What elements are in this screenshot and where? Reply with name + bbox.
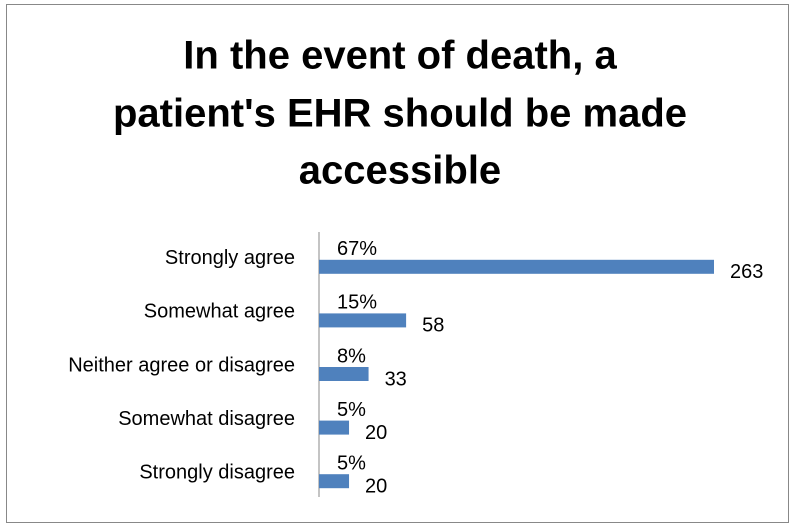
value-label: 20 — [365, 422, 387, 444]
value-label: 263 — [730, 261, 763, 283]
percent-label: 8% — [337, 345, 366, 367]
y-tick-label: Strongly agree — [165, 247, 295, 269]
value-label: 33 — [385, 368, 407, 390]
chart-title: patient's EHR should be made — [113, 92, 687, 136]
bar — [319, 420, 350, 435]
y-tick-label: Somewhat disagree — [118, 408, 295, 430]
percent-label: 5% — [337, 452, 366, 474]
bar — [319, 313, 407, 328]
percent-label: 67% — [337, 238, 377, 260]
bar — [319, 367, 369, 381]
chart-title: In the event of death, a — [183, 34, 617, 78]
chart-title: accessible — [299, 149, 501, 193]
bar — [319, 474, 350, 489]
y-tick-label: Somewhat agree — [144, 301, 295, 323]
percent-label: 15% — [337, 292, 377, 314]
y-tick-label: Strongly disagree — [139, 461, 295, 483]
value-label: 20 — [365, 475, 387, 497]
bar — [319, 259, 714, 274]
y-tick-label: Neither agree or disagree — [68, 354, 295, 376]
value-label: 58 — [422, 315, 444, 337]
percent-label: 5% — [337, 399, 366, 421]
